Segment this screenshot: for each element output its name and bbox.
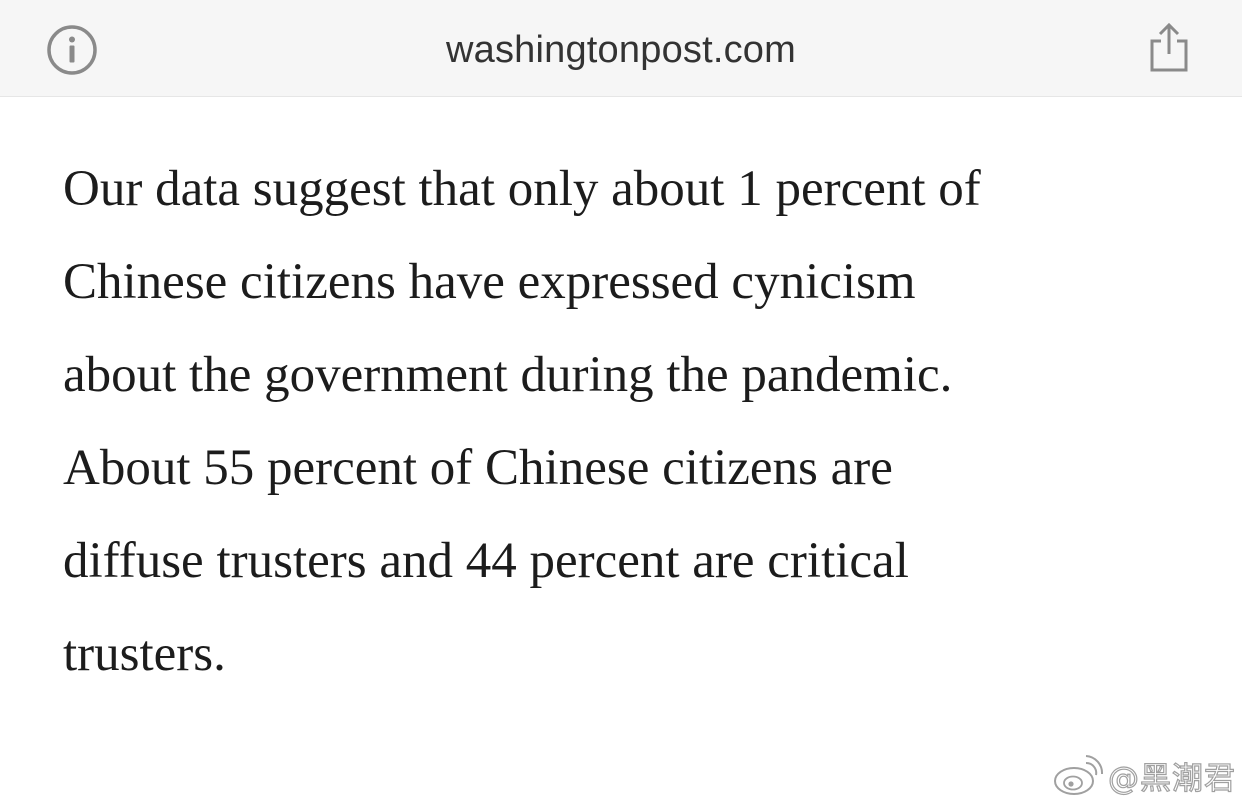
- article-line: about the government during the pandemic…: [63, 347, 953, 403]
- watermark: @黑潮君: [1052, 752, 1236, 798]
- weibo-logo-icon: [1054, 755, 1104, 795]
- watermark-text: @黑潮君: [1107, 760, 1236, 797]
- article-line: trusters.: [63, 626, 226, 682]
- url-field[interactable]: washingtonpost.com: [445, 29, 797, 71]
- share-button[interactable]: [1146, 22, 1192, 74]
- info-circle-icon: [47, 25, 97, 75]
- article-line: Chinese citizens have expressed cynicism: [63, 254, 916, 310]
- info-button[interactable]: [46, 24, 98, 76]
- article-line: Our data suggest that only about 1 perce…: [63, 161, 981, 217]
- article-line: diffuse trusters and 44 percent are crit…: [63, 533, 909, 589]
- article-line: About 55 percent of Chinese citizens are: [63, 440, 893, 496]
- article-paragraph: Our data suggest that only about 1 perce…: [63, 143, 1183, 701]
- share-icon: [1150, 22, 1188, 72]
- browser-address-bar: washingtonpost.com: [0, 0, 1242, 97]
